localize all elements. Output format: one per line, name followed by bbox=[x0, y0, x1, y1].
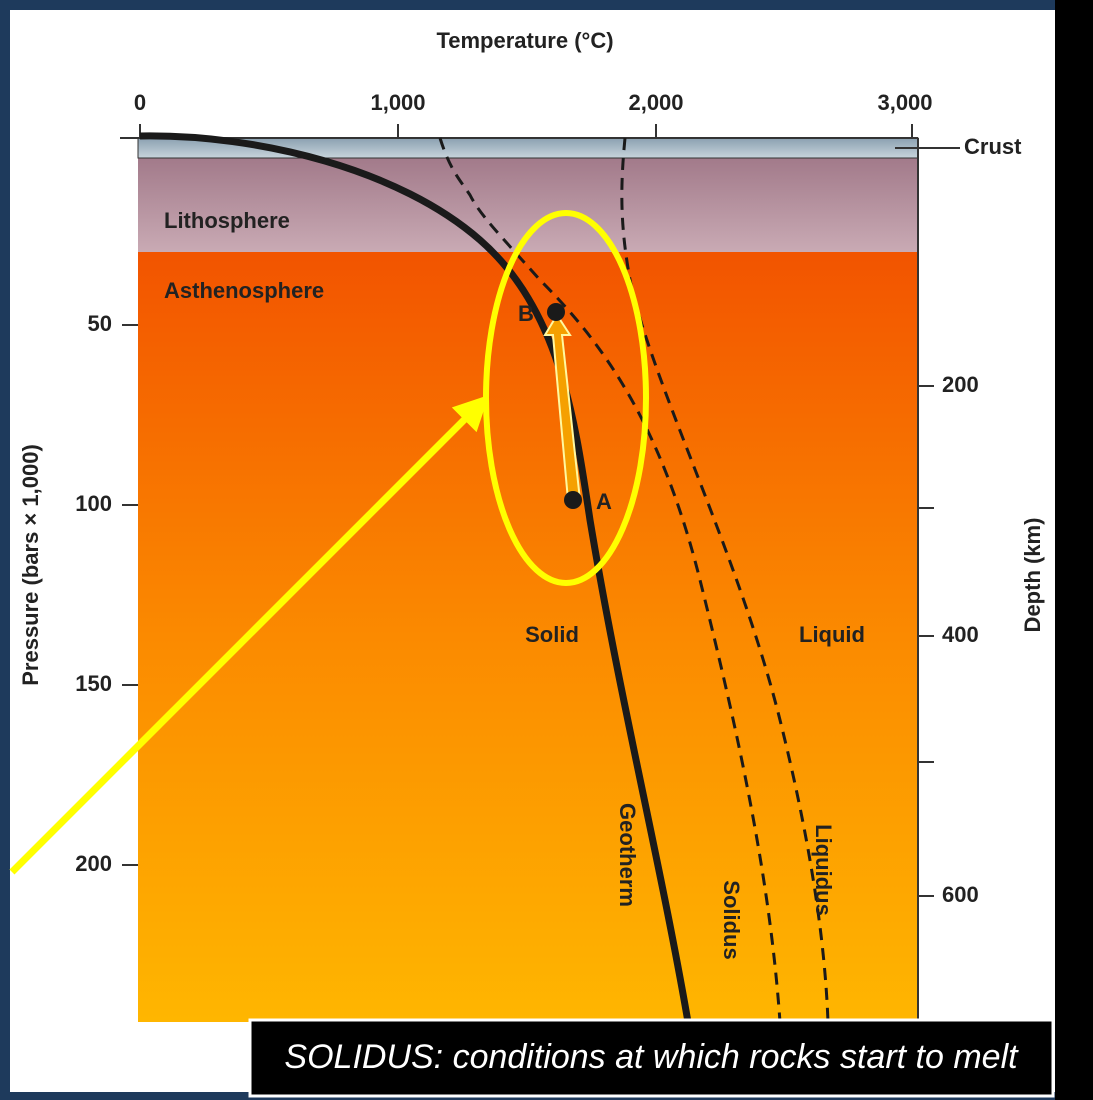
left-axis-label: Pressure (bars × 1,000) bbox=[18, 444, 43, 686]
title: Temperature (°C) bbox=[436, 28, 613, 53]
top-tick-label: 2,000 bbox=[628, 90, 683, 115]
top-tick-label: 3,000 bbox=[877, 90, 932, 115]
solid-label: Solid bbox=[525, 622, 579, 647]
left-tick-label: 200 bbox=[75, 851, 112, 876]
left-tick-label: 100 bbox=[75, 491, 112, 516]
top-tick-label: 1,000 bbox=[370, 90, 425, 115]
right-tick-label: 200 bbox=[942, 372, 979, 397]
point-a-label: A bbox=[596, 489, 612, 514]
lithosphere-label: Lithosphere bbox=[164, 208, 290, 233]
frame-right bbox=[1055, 0, 1093, 1100]
right-axis-label: Depth (km) bbox=[1020, 518, 1045, 633]
geotherm-label: Geotherm bbox=[615, 803, 640, 907]
caption: SOLIDUS: conditions at which rocks start… bbox=[284, 1038, 1019, 1076]
solidus-label: Solidus bbox=[719, 880, 744, 959]
diagram: Temperature (°C) 0 1,000 2,000 3,000 50 … bbox=[0, 0, 1093, 1100]
right-tick-label: 600 bbox=[942, 882, 979, 907]
right-tick-label: 400 bbox=[942, 622, 979, 647]
top-tick-label: 0 bbox=[134, 90, 146, 115]
point-b-label: B bbox=[518, 301, 534, 326]
liquid-label: Liquid bbox=[799, 622, 865, 647]
liquidus-label: Liquidus bbox=[811, 824, 836, 916]
point-b bbox=[547, 303, 565, 321]
point-a bbox=[564, 491, 582, 509]
crust-label: Crust bbox=[964, 134, 1022, 159]
asthenosphere-label: Asthenosphere bbox=[164, 278, 324, 303]
left-tick-label: 150 bbox=[75, 671, 112, 696]
left-tick-label: 50 bbox=[88, 311, 112, 336]
